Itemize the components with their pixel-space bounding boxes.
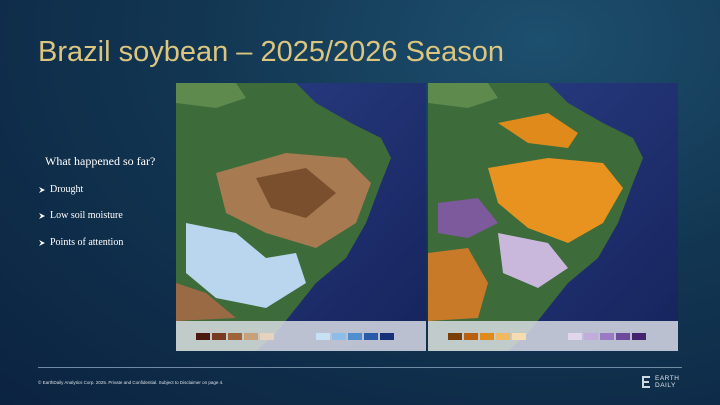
bullet-arrow: [39, 212, 45, 219]
wet-area: [186, 223, 306, 308]
footer-rule: [38, 367, 682, 368]
anomaly-north: [498, 113, 578, 148]
bullet-text: Low soil moisture: [50, 210, 123, 221]
footer-text: © EarthDaily Analytics Corp. 2025. Priva…: [38, 380, 224, 385]
logo: EARTH DAILY: [640, 374, 687, 390]
map-left: [176, 83, 426, 351]
subheading: What happened so far?: [45, 154, 156, 168]
severe-area: [256, 168, 336, 218]
map-right: [428, 83, 678, 351]
anomaly-south: [428, 248, 488, 321]
maps: [176, 83, 678, 351]
bullet-item: Low soil moisture: [38, 210, 123, 221]
bullet-arrow: [39, 186, 45, 193]
bullet-text: Points of attention: [50, 237, 124, 248]
anomaly-west: [438, 198, 498, 238]
dry-south: [176, 283, 236, 321]
anomaly-southeast: [498, 233, 568, 288]
slide-title: Brazil soybean – 2025/2026 Season: [38, 36, 504, 68]
anomaly-center: [488, 158, 623, 243]
legend-bar: [196, 333, 394, 340]
bullet-item: Points of attention: [38, 237, 123, 248]
legend-bar: [448, 333, 646, 340]
bullet-item: Drought: [38, 184, 83, 195]
bullet-text: Drought: [50, 184, 84, 195]
logo-mark: [642, 376, 650, 388]
logo-text: EARTH DAILY: [655, 375, 680, 389]
bullet-arrow: [39, 239, 45, 246]
